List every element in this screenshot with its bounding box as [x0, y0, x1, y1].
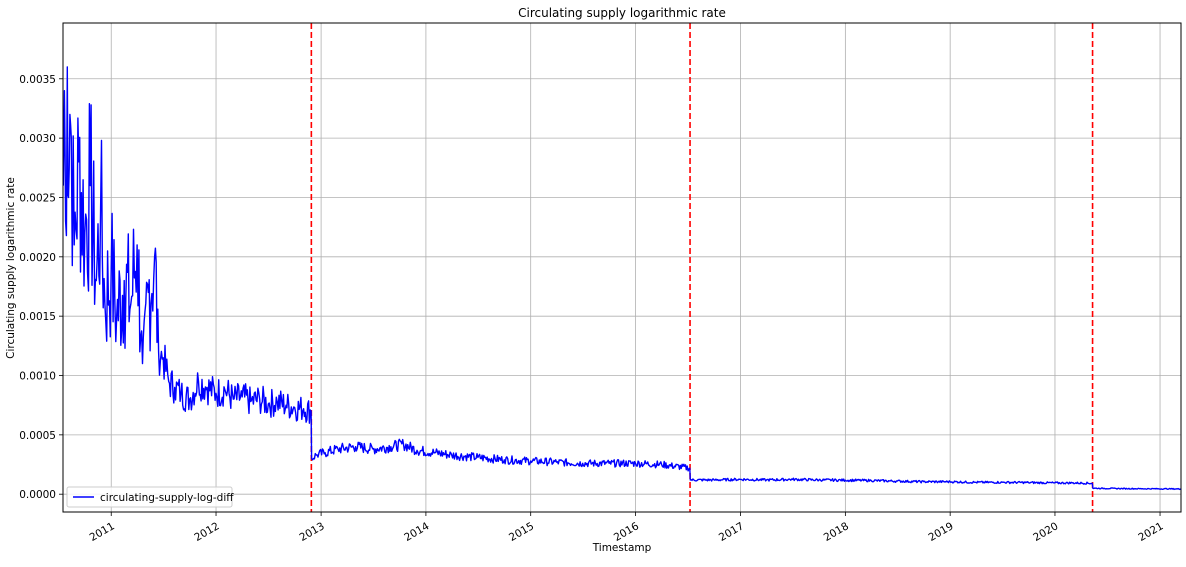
legend-box: [66, 486, 233, 508]
y-tick-label: 0.0035: [19, 74, 56, 86]
y-tick-label: 0.0010: [19, 371, 56, 383]
series-layer: [63, 66, 1181, 491]
plot-frame: [62, 22, 1182, 513]
y-tick-label: 0.0000: [19, 489, 56, 501]
x-axis-label: Timestamp: [592, 542, 652, 554]
y-tick-label: 0.0030: [19, 133, 56, 145]
y-tick-label: 0.0025: [19, 192, 56, 204]
y-tick-label: 0.0020: [19, 252, 56, 264]
y-tick-label: 0.0015: [19, 311, 56, 323]
legend: circulating-supply-log-diff: [66, 486, 234, 508]
chart-title: Circulating supply logarithmic rate: [518, 6, 726, 20]
plot-area: [63, 23, 1181, 512]
series-line-circulating-supply-log-diff: [63, 66, 1181, 491]
y-axis-label: Circulating supply logarithmic rate: [5, 177, 17, 359]
y-tick-label: 0.0005: [19, 430, 56, 442]
legend-label: circulating-supply-log-diff: [100, 492, 234, 504]
y-axis-ticks: 0.0000 0.0005 0.0010 0.0015 0.0020 0.0025 0.00…: [19, 74, 63, 501]
grid-lines: [63, 23, 1181, 512]
